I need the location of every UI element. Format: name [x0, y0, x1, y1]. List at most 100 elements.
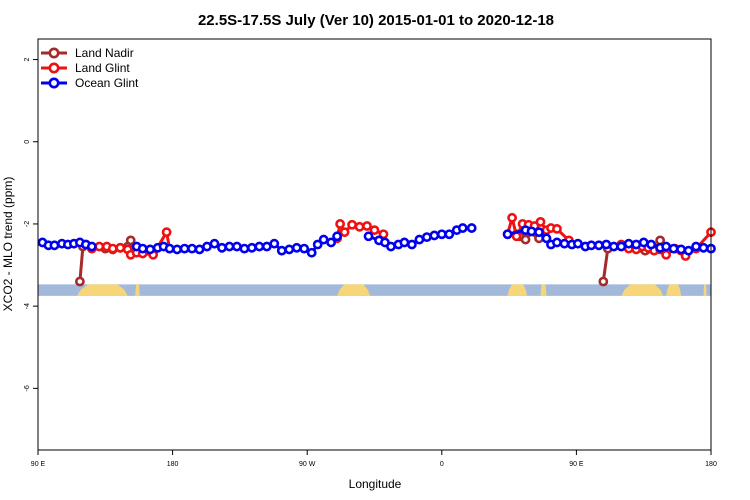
land-glint-run — [80, 227, 175, 260]
ocean-glint-point — [646, 239, 657, 250]
ocean-glint-point — [444, 229, 455, 240]
legend-swatch-point — [48, 77, 60, 89]
ocean-glint-point — [137, 243, 148, 254]
land-glint-point — [161, 227, 172, 238]
ocean-glint-point — [269, 238, 280, 249]
ocean-glint-point — [406, 239, 417, 250]
ocean-glint-point — [172, 244, 182, 255]
ocean-glint-point — [683, 245, 694, 256]
land-segment-6 — [666, 284, 682, 296]
land-glint-point — [535, 216, 546, 227]
land-glint-point — [661, 249, 672, 260]
ocean-glint-point — [86, 241, 97, 252]
ocean-glint-point — [276, 245, 287, 256]
ocean-glint-point — [534, 227, 544, 238]
ocean-glint-point — [326, 237, 337, 248]
ocean-glint-point — [209, 238, 220, 249]
ocean-glint-point — [421, 232, 432, 243]
land-glint-point — [94, 241, 105, 252]
land-nadir-point — [598, 276, 609, 287]
y-tick-label: -6 — [24, 385, 31, 391]
land-segment-5 — [621, 284, 664, 296]
ocean-glint-point — [194, 244, 205, 255]
ocean-glint-point — [49, 240, 60, 251]
x-axis-label: Longitude — [349, 477, 402, 491]
land-glint-point — [507, 212, 517, 223]
land-segment-0 — [76, 284, 128, 296]
land-nadir-point — [125, 235, 136, 246]
x-tick-label: 90 W — [299, 461, 316, 468]
x-tick-label: 90 E — [31, 461, 46, 468]
ocean-glint-point — [261, 241, 272, 252]
ocean-glint-point — [623, 238, 634, 249]
y-axis: 2 0 -2 -4 -6 — [24, 58, 38, 391]
land-segment-3 — [507, 284, 528, 296]
ocean-glint-point — [217, 242, 227, 253]
ocean-glint-point — [254, 241, 265, 252]
ocean-glint-run — [37, 237, 97, 252]
chart-title: 22.5S-17.5S July (Ver 10) 2015-01-01 to … — [198, 12, 554, 29]
ocean-glint-point — [414, 234, 425, 245]
ocean-glint-point — [306, 247, 317, 258]
y-tick-label: -2 — [24, 221, 31, 227]
ocean-glint-run — [502, 225, 716, 256]
series-layer — [37, 212, 716, 287]
land-ocean-strip — [38, 284, 711, 296]
ocean-glint-point — [291, 242, 302, 253]
ocean-glint-point — [552, 237, 562, 248]
land-glint-point — [369, 225, 380, 236]
ocean-glint-run — [363, 223, 477, 252]
land-segment-4 — [540, 284, 547, 296]
land-glint-point — [552, 223, 562, 234]
ocean-glint-point — [631, 239, 642, 250]
land-glint-point — [362, 221, 372, 231]
land-glint-point — [339, 227, 350, 238]
plot-frame — [37, 38, 712, 451]
ocean-glint-point — [559, 238, 570, 249]
ocean-glint-point — [668, 243, 679, 254]
ocean-glint-point — [676, 244, 686, 255]
ocean-glint-point — [526, 226, 537, 237]
ocean-glint-point — [386, 241, 396, 252]
ocean-band — [38, 284, 711, 296]
ocean-glint-point — [145, 244, 156, 255]
ocean-glint-point — [572, 238, 583, 249]
x-axis: 90 E 180 90 W 0 90 E 180 — [31, 450, 717, 468]
ocean-glint-point — [246, 242, 257, 253]
ocean-glint-point — [698, 242, 709, 253]
legend-swatch-point — [48, 62, 60, 74]
land-nadir-run — [598, 243, 613, 287]
ocean-glint-point — [608, 241, 619, 252]
ocean-glint-point — [284, 244, 295, 255]
legend-item-ocean-glint: Ocean Glint — [41, 76, 139, 90]
land-segment-1 — [135, 284, 140, 296]
ocean-glint-point — [363, 231, 374, 242]
ocean-glint-point — [232, 241, 242, 252]
ocean-glint-point — [593, 240, 604, 251]
ocean-glint-point — [429, 230, 440, 241]
ocean-glint-point — [457, 223, 468, 233]
legend-swatch-point — [48, 47, 60, 59]
land-nadir-line — [601, 248, 610, 282]
x-tick-label: 180 — [705, 461, 717, 468]
ocean-glint-point — [202, 241, 212, 252]
ocean-glint-point — [502, 229, 513, 240]
ocean-glint-point — [638, 237, 649, 248]
ocean-glint-point — [436, 229, 447, 240]
ocean-glint-point — [586, 240, 597, 251]
ocean-glint-point — [332, 231, 343, 242]
ocean-glint-point — [466, 223, 477, 233]
ocean-glint-point — [318, 234, 329, 245]
land-glint-point — [107, 243, 118, 254]
legend-label: Ocean Glint — [75, 76, 139, 90]
legend-item-land-glint: Land Glint — [41, 61, 130, 75]
legend-item-land-nadir: Land Nadir — [41, 46, 134, 60]
x-tick-label: 180 — [167, 461, 179, 468]
ocean-glint-point — [312, 239, 323, 250]
legend-label: Land Nadir — [75, 46, 134, 60]
land-glint-point — [354, 221, 365, 232]
ocean-glint-point — [399, 237, 410, 248]
land-nadir-point — [520, 234, 531, 245]
